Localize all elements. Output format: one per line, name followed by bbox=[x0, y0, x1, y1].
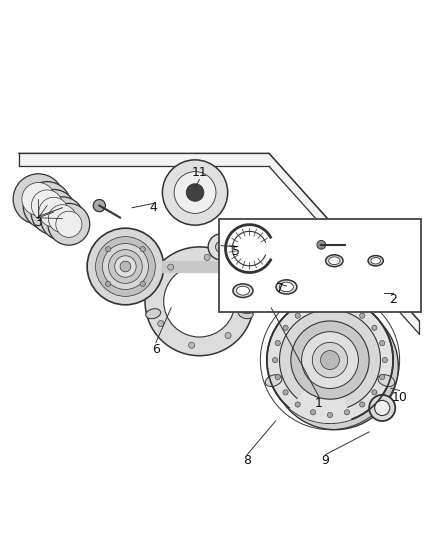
Circle shape bbox=[291, 321, 369, 399]
Circle shape bbox=[174, 172, 216, 213]
Circle shape bbox=[311, 410, 316, 415]
Circle shape bbox=[380, 374, 385, 379]
Circle shape bbox=[225, 333, 231, 338]
Circle shape bbox=[372, 325, 377, 330]
Circle shape bbox=[32, 190, 63, 221]
Circle shape bbox=[39, 197, 68, 227]
Circle shape bbox=[186, 184, 204, 201]
Circle shape bbox=[360, 313, 365, 318]
Text: 2: 2 bbox=[389, 293, 397, 305]
Circle shape bbox=[344, 410, 350, 415]
Wedge shape bbox=[290, 360, 352, 423]
Circle shape bbox=[164, 265, 235, 337]
Circle shape bbox=[109, 249, 142, 284]
Circle shape bbox=[115, 256, 136, 277]
Circle shape bbox=[235, 276, 241, 282]
Circle shape bbox=[302, 332, 358, 389]
Ellipse shape bbox=[237, 286, 250, 295]
Circle shape bbox=[275, 374, 280, 379]
Ellipse shape bbox=[378, 375, 395, 386]
Circle shape bbox=[168, 264, 174, 270]
Circle shape bbox=[140, 247, 145, 252]
Circle shape bbox=[48, 204, 90, 245]
Circle shape bbox=[225, 268, 270, 313]
Circle shape bbox=[295, 402, 300, 407]
Circle shape bbox=[158, 320, 164, 327]
Circle shape bbox=[106, 281, 111, 286]
Circle shape bbox=[272, 358, 278, 362]
Circle shape bbox=[48, 205, 76, 232]
Circle shape bbox=[369, 395, 395, 421]
Circle shape bbox=[360, 402, 365, 407]
Ellipse shape bbox=[146, 309, 161, 319]
Circle shape bbox=[283, 325, 288, 330]
Circle shape bbox=[312, 342, 348, 378]
Circle shape bbox=[233, 276, 261, 305]
Ellipse shape bbox=[279, 282, 293, 292]
Text: 1: 1 bbox=[315, 397, 323, 410]
Circle shape bbox=[120, 261, 131, 272]
Circle shape bbox=[22, 182, 55, 215]
Circle shape bbox=[283, 390, 288, 395]
Circle shape bbox=[253, 272, 286, 305]
Ellipse shape bbox=[238, 309, 253, 319]
Polygon shape bbox=[19, 154, 419, 334]
Circle shape bbox=[344, 305, 350, 310]
Circle shape bbox=[374, 400, 390, 416]
Circle shape bbox=[380, 341, 385, 346]
Ellipse shape bbox=[328, 257, 340, 264]
Circle shape bbox=[327, 413, 332, 417]
Circle shape bbox=[140, 281, 145, 286]
Circle shape bbox=[41, 197, 84, 240]
Ellipse shape bbox=[325, 255, 343, 266]
Circle shape bbox=[382, 358, 388, 362]
Circle shape bbox=[23, 182, 71, 230]
Ellipse shape bbox=[265, 375, 282, 386]
Text: 7: 7 bbox=[276, 282, 284, 295]
Ellipse shape bbox=[233, 284, 253, 297]
Bar bbox=[219, 219, 421, 312]
Circle shape bbox=[102, 244, 148, 289]
Text: 3: 3 bbox=[35, 216, 42, 230]
Text: 6: 6 bbox=[152, 343, 160, 356]
Circle shape bbox=[208, 234, 234, 260]
Text: 10: 10 bbox=[392, 391, 407, 403]
Circle shape bbox=[275, 341, 280, 346]
Circle shape bbox=[145, 247, 254, 356]
Circle shape bbox=[87, 228, 164, 305]
Text: 9: 9 bbox=[321, 454, 329, 467]
Circle shape bbox=[317, 240, 325, 249]
Text: 8: 8 bbox=[243, 454, 251, 467]
Ellipse shape bbox=[276, 280, 297, 294]
Circle shape bbox=[215, 241, 227, 253]
Circle shape bbox=[327, 303, 332, 308]
Circle shape bbox=[95, 237, 155, 296]
Circle shape bbox=[295, 313, 300, 318]
Circle shape bbox=[372, 390, 377, 395]
Circle shape bbox=[31, 189, 76, 235]
Circle shape bbox=[321, 351, 339, 369]
Circle shape bbox=[106, 247, 111, 252]
Circle shape bbox=[279, 310, 381, 410]
Circle shape bbox=[272, 303, 398, 430]
Circle shape bbox=[267, 297, 393, 423]
Ellipse shape bbox=[371, 257, 381, 264]
Circle shape bbox=[13, 174, 64, 224]
Text: 5: 5 bbox=[233, 245, 240, 258]
Circle shape bbox=[189, 342, 195, 348]
Text: 11: 11 bbox=[191, 166, 207, 180]
Circle shape bbox=[311, 305, 316, 310]
Circle shape bbox=[162, 160, 228, 225]
Circle shape bbox=[56, 211, 82, 237]
Circle shape bbox=[204, 254, 210, 261]
Ellipse shape bbox=[368, 255, 383, 266]
Circle shape bbox=[259, 278, 279, 298]
Text: 4: 4 bbox=[150, 201, 158, 214]
Circle shape bbox=[290, 281, 300, 291]
Circle shape bbox=[93, 199, 106, 212]
